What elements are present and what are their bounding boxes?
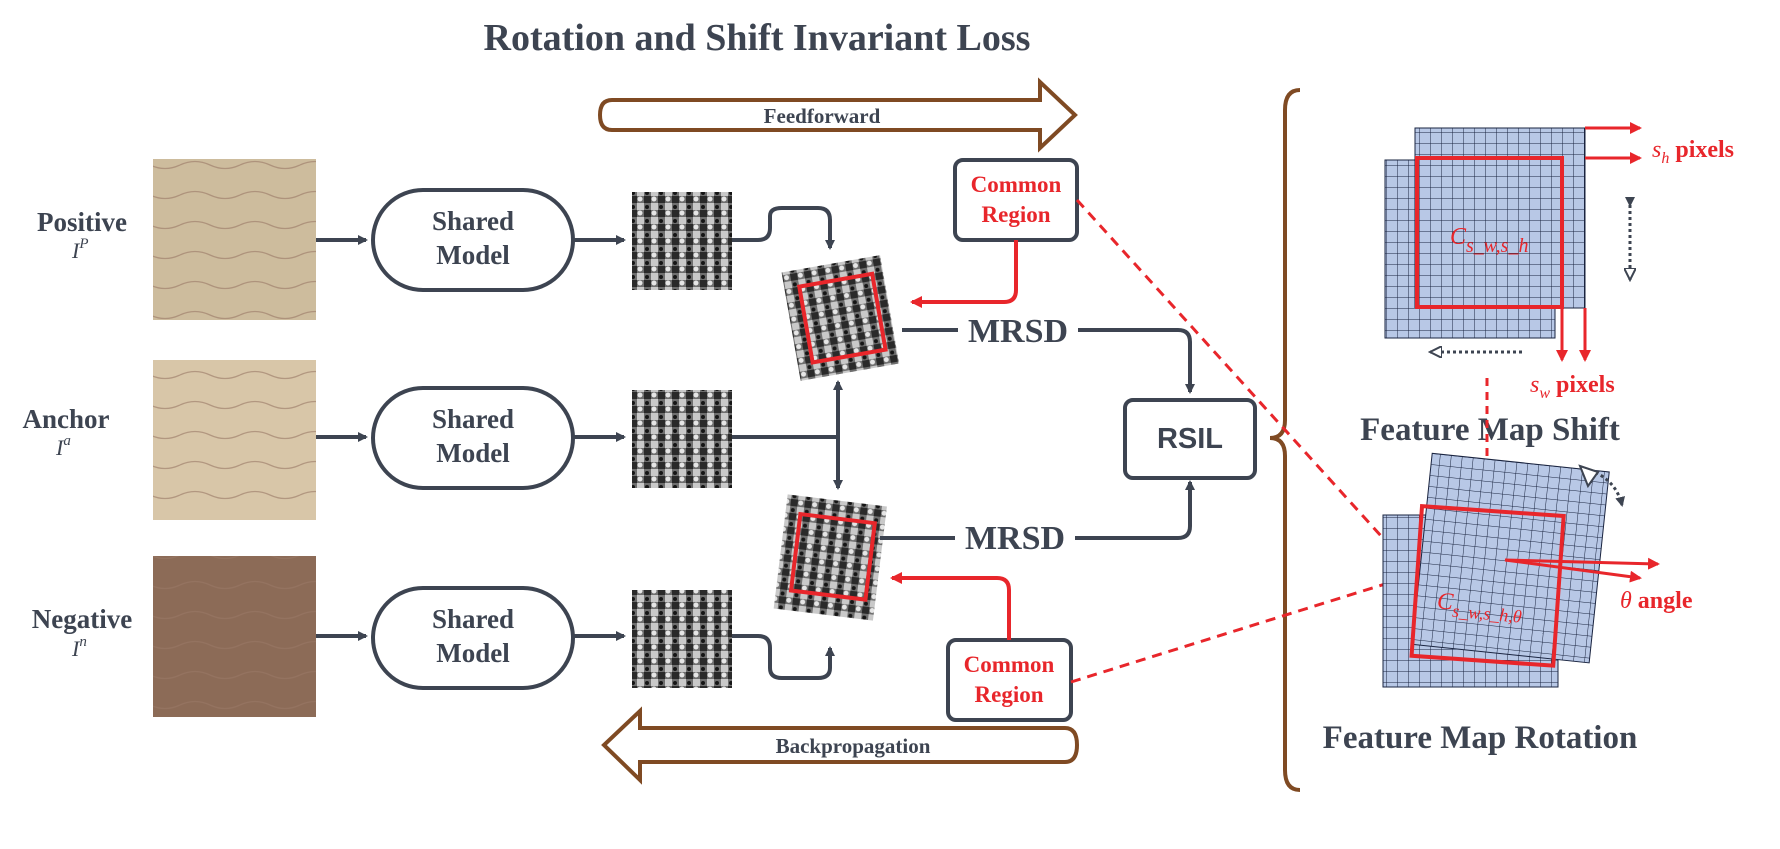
backprop-label: Backpropagation [776,734,931,758]
input-label-negative: Negative [32,604,132,634]
theta-label: θ angle [1620,588,1693,614]
common-region-bottom: Common Region [946,638,1073,722]
shared-model-text-2: Model [436,240,510,270]
mrsd-label-top: MRSD [968,313,1068,350]
feature-map-shift-panel: Cs_w,s_h sh pixels sw pixels Feature Map… [1360,122,1734,448]
shared-model-text-2: Model [436,638,510,668]
feature-map-positive [632,192,732,290]
rotation-crop-box [1409,503,1566,668]
feature-map-rotation-panel: Cs_w,s_h,θ θ angle Feature Map Rotation [1323,378,1693,756]
common-region-text-2: Region [975,682,1044,707]
feedforward-arrow: Feedforward [597,77,1078,153]
shift-crop-box [1415,156,1564,309]
shared-model-text-1: Shared [432,404,514,434]
backprop-arrow: Backpropagation [601,706,1080,785]
common-region-box-top [796,271,888,365]
sh-label: sh pixels [1652,137,1734,167]
rotation-curved-arrow-icon [1589,468,1625,507]
shift-panel-title: Feature Map Shift [1360,412,1620,448]
common-region-box-bottom [788,511,878,602]
shared-model-text-1: Shared [432,604,514,634]
shift-crop-label: Cs_w,s_h [1450,224,1528,257]
feature-map-negative [632,590,732,688]
mrsd-label-bottom: MRSD [965,520,1065,557]
input-label-anchor: Anchor [23,404,110,434]
input-symbol-negative: In [71,634,87,661]
input-symbol-anchor: Ia [55,433,71,460]
common-region-text-1: Common [964,652,1055,677]
right-brace [1269,88,1301,792]
input-symbol-positive: IP [71,236,89,263]
feature-map-anchor [632,390,732,488]
rsil-label: RSIL [1157,423,1223,455]
sw-label: sw pixels [1530,372,1615,402]
rsil-box [1123,398,1257,480]
row-negative: Negative In Shared Model [32,556,732,717]
row-positive: Positive IP Shared Model [37,159,732,320]
rotation-panel-title: Feature Map Rotation [1323,720,1638,756]
common-region-text-2: Region [982,202,1051,227]
common-region-top: Common Region [953,158,1079,242]
diagram-title: Rotation and Shift Invariant Loss [484,17,1031,59]
shared-model-text-1: Shared [432,206,514,236]
row-anchor: Anchor Ia Shared Model [23,360,732,520]
shared-model-text-2: Model [436,438,510,468]
rotated-feature-map-bottom [773,494,887,621]
common-region-text-1: Common [971,172,1062,197]
rotated-feature-map-top [781,255,900,381]
feedforward-label: Feedforward [764,104,881,128]
input-label-positive: Positive [37,207,127,237]
